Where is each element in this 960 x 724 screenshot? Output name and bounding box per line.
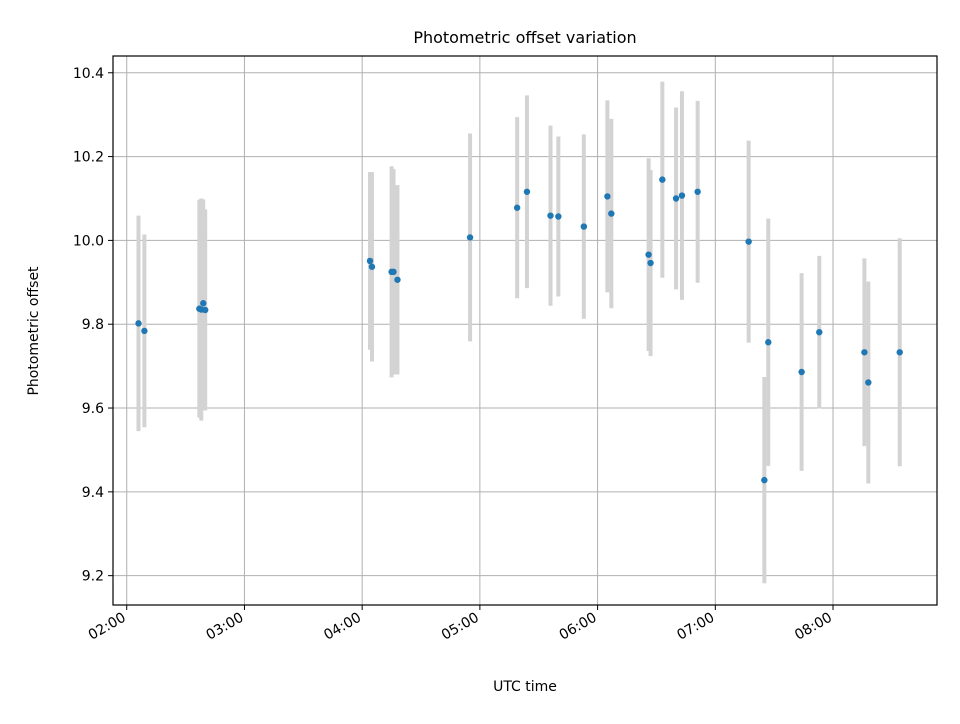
data-point (555, 213, 562, 220)
x-tick-label: 06:00 (557, 610, 600, 644)
y-tick-label: 10.0 (73, 233, 104, 249)
chart-title: Photometric offset variation (413, 28, 636, 47)
data-point (141, 327, 148, 335)
data-point (798, 368, 805, 376)
data-point (394, 276, 401, 283)
data-point (202, 306, 209, 314)
y-axis-label: Photometric offset (26, 266, 42, 396)
data-point (861, 349, 868, 356)
data-point (765, 339, 772, 346)
data-point (672, 195, 680, 202)
y-tick-label: 10.2 (73, 150, 104, 166)
x-tick-label: 03:00 (203, 610, 246, 644)
data-point-layer (135, 176, 903, 484)
data-point (678, 192, 686, 199)
data-point (604, 193, 611, 200)
data-point (745, 238, 752, 245)
y-tick-label: 9.4 (82, 485, 104, 501)
data-point (647, 259, 654, 267)
data-point (135, 320, 142, 327)
data-point (896, 349, 903, 356)
data-point (466, 234, 474, 241)
data-point (865, 379, 872, 386)
data-point (368, 263, 376, 270)
data-point (816, 328, 823, 336)
plot-frame (112, 55, 938, 606)
data-point (608, 210, 615, 217)
data-point (761, 476, 768, 484)
x-tick-label: 05:00 (439, 610, 482, 644)
x-tick-label: 04:00 (321, 610, 364, 644)
data-point (513, 204, 521, 211)
data-point (645, 251, 652, 258)
data-point (200, 300, 207, 307)
data-point (366, 257, 374, 265)
y-tick-label: 9.2 (82, 569, 104, 585)
data-point (547, 212, 554, 219)
data-point (390, 268, 397, 276)
y-tick-label: 9.8 (82, 317, 104, 333)
y-tick-label: 10.4 (73, 66, 104, 82)
data-point (523, 188, 531, 195)
x-tick-label: 08:00 (792, 610, 835, 644)
data-point (580, 223, 588, 230)
x-tick-label: 07:00 (674, 610, 717, 644)
data-point (694, 188, 701, 195)
x-tick-label: 02:00 (86, 610, 129, 644)
x-tick-layer: 02:00 03:00 04:00 05:00 06:00 07:00 08:00 (86, 605, 835, 644)
y-tick-label: 9.6 (82, 401, 104, 417)
data-point (659, 176, 666, 183)
x-axis-label: UTC time (493, 679, 557, 695)
y-tick-layer: 9.2 9.4 9.6 9.8 10.0 10.2 10.4 (73, 66, 113, 585)
